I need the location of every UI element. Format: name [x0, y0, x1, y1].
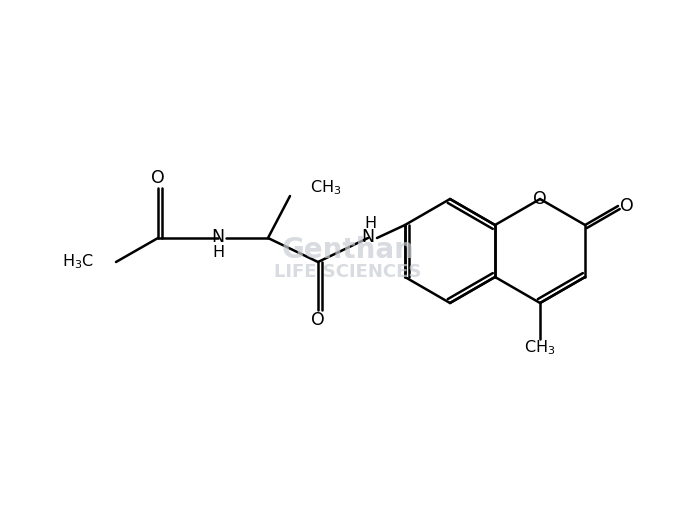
Text: O: O — [151, 169, 165, 187]
Text: LIFE SCIENCES: LIFE SCIENCES — [274, 263, 422, 281]
Text: O: O — [311, 311, 325, 329]
Text: H$_3$C: H$_3$C — [62, 253, 94, 271]
Text: H: H — [364, 215, 376, 230]
Text: Genthan: Genthan — [282, 236, 414, 264]
Text: O: O — [533, 190, 547, 208]
Text: N: N — [361, 228, 374, 246]
Text: H: H — [212, 244, 224, 259]
Text: O: O — [620, 197, 634, 215]
Text: CH$_3$: CH$_3$ — [524, 339, 556, 357]
Text: N: N — [212, 228, 225, 246]
Text: CH$_3$: CH$_3$ — [310, 179, 342, 198]
